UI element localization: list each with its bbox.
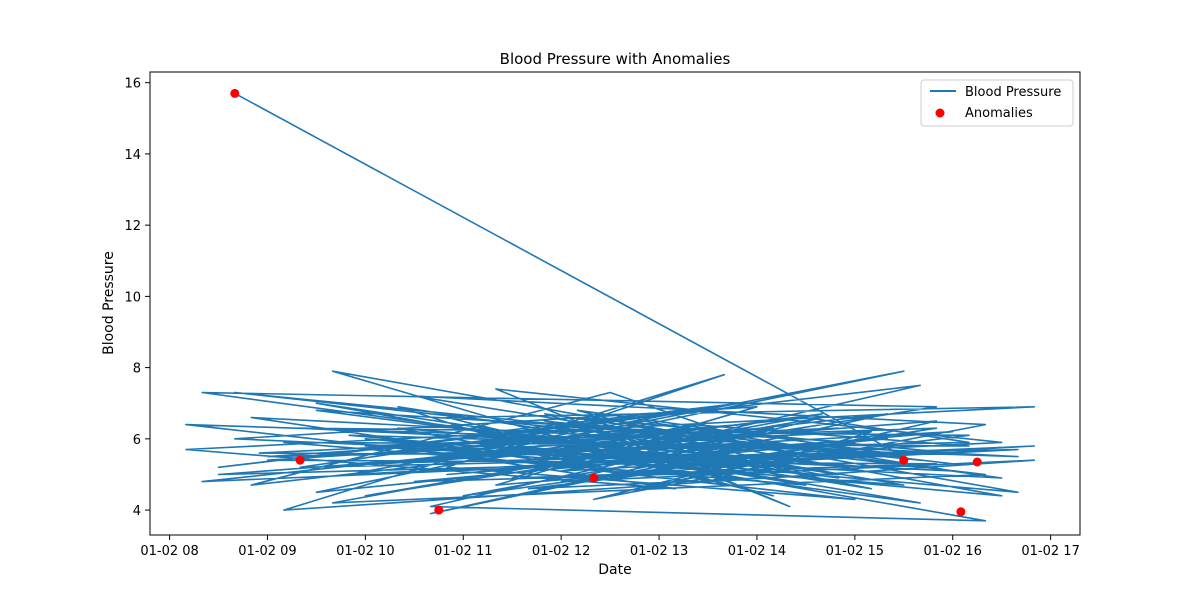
y-tick-label-0: 4 [133,504,141,519]
x-tick-label-0: 01-02 08 [140,544,198,559]
anomaly-point-3 [589,473,599,483]
y-tick-label-3: 10 [124,290,141,305]
anomaly-point-4 [899,455,909,465]
legend-anomaly-swatch [935,108,945,118]
anomaly-point-1 [434,505,444,515]
anomaly-point-5 [972,457,982,467]
x-tick-label-7: 01-02 15 [826,544,884,559]
y-axis-ticks: 4 6 8 10 12 14 16 [124,77,150,519]
anomaly-layer [230,88,982,517]
plot-area [149,71,1081,536]
y-axis-label: Blood Pressure [101,251,117,355]
x-tick-label-8: 01-02 16 [924,544,982,559]
y-tick-label-5: 14 [124,148,141,163]
y-tick-label-1: 6 [133,433,141,448]
anomaly-point-2 [956,507,966,517]
x-tick-label-3: 01-02 11 [434,544,492,559]
series-layer [185,92,1036,522]
x-axis-ticks: 01-02 08 01-02 09 01-02 10 01-02 11 01-02 12… [140,535,1080,559]
x-tick-label-9: 01-02 17 [1021,544,1079,559]
y-tick-label-4: 12 [124,219,141,234]
anomaly-point-6 [295,455,305,465]
y-tick-label-6: 16 [124,77,141,92]
series-line-blood-pressure [185,92,1036,522]
axes-frame [149,71,1081,536]
legend-entry-anomalies: Anomalies [965,106,1033,121]
x-tick-label-2: 01-02 10 [336,544,394,559]
y-tick-label-2: 8 [133,362,141,377]
chart-title: Blood Pressure with Anomalies [500,50,731,68]
x-tick-label-5: 01-02 13 [630,544,688,559]
anomaly-point-0 [230,88,240,98]
legend-box [920,79,1074,127]
legend: Blood Pressure Anomalies [920,79,1074,127]
x-tick-label-1: 01-02 09 [238,544,296,559]
x-tick-label-4: 01-02 12 [532,544,590,559]
legend-entry-blood-pressure: Blood Pressure [965,85,1061,100]
x-tick-label-6: 01-02 14 [728,544,786,559]
x-axis-label: Date [598,562,631,578]
